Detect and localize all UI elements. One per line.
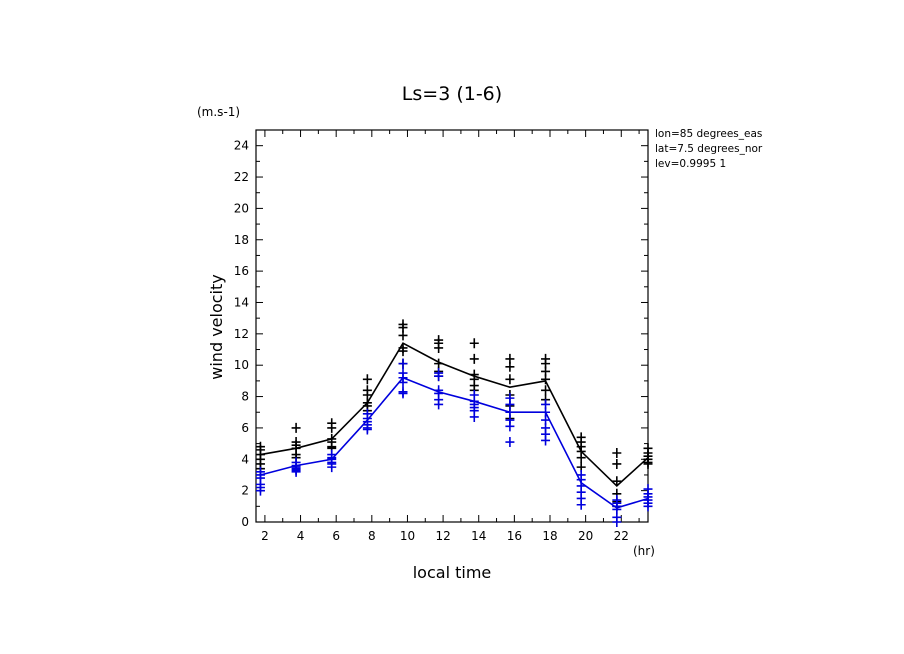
chart-title: Ls=3 (1-6) xyxy=(402,83,502,105)
y-axis-label: wind velocity xyxy=(207,274,226,379)
data-point xyxy=(643,501,653,512)
x-tick-label: 6 xyxy=(332,529,340,543)
y-tick-label: 14 xyxy=(234,295,249,309)
x-tick-label: 16 xyxy=(507,529,522,543)
data-point xyxy=(327,422,337,433)
data-point xyxy=(434,371,444,382)
y-tick-label: 24 xyxy=(234,139,249,153)
series-lines xyxy=(260,342,649,509)
data-point xyxy=(398,358,408,369)
data-point xyxy=(255,485,265,496)
data-point xyxy=(327,462,337,473)
y-tick-label: 20 xyxy=(234,201,249,215)
data-point xyxy=(576,499,586,510)
y-tick-label: 16 xyxy=(234,264,249,278)
y-tick-label: 12 xyxy=(234,327,249,341)
x-tick-label: 10 xyxy=(400,529,415,543)
x-tick-label: 14 xyxy=(471,529,486,543)
data-point xyxy=(505,437,515,448)
data-point xyxy=(398,346,408,357)
y-tick-label: 6 xyxy=(241,421,249,435)
data-point xyxy=(612,517,622,527)
annotation-lat: lat=7.5 degrees_nor xyxy=(655,143,763,155)
axis-ticks xyxy=(256,129,648,523)
series-line-2 xyxy=(260,376,649,509)
data-point xyxy=(541,385,551,396)
data-point xyxy=(434,342,444,353)
data-point xyxy=(643,458,653,469)
x-tick-label: 2 xyxy=(261,529,269,543)
x-tick-label: 20 xyxy=(578,529,593,543)
data-points xyxy=(255,319,653,527)
data-point xyxy=(505,361,515,372)
data-point xyxy=(362,374,372,385)
data-point xyxy=(398,388,408,399)
y-tick-label: 8 xyxy=(241,390,249,404)
x-tick-label: 22 xyxy=(614,529,629,543)
data-point xyxy=(291,422,301,433)
series-line-1 xyxy=(260,342,649,487)
data-point xyxy=(612,476,622,487)
data-point xyxy=(576,452,586,463)
y-unit-label: (m.s-1) xyxy=(197,105,240,119)
data-point xyxy=(612,458,622,469)
y-tick-label: 0 xyxy=(241,515,249,529)
plot-frame xyxy=(255,129,649,523)
y-tick-label: 22 xyxy=(234,170,249,184)
data-point xyxy=(541,435,551,446)
data-point xyxy=(362,424,372,435)
data-point xyxy=(291,466,301,477)
data-point xyxy=(505,421,515,432)
x-unit-label: (hr) xyxy=(633,544,655,558)
annotation-lon: lon=85 degrees_eas xyxy=(655,128,762,140)
annotation-lev: lev=0.9995 1 xyxy=(655,158,726,170)
y-tick-label: 4 xyxy=(241,452,249,466)
data-point xyxy=(469,411,479,422)
y-tick-label: 10 xyxy=(234,358,249,372)
x-tick-label: 18 xyxy=(542,529,557,543)
data-point xyxy=(398,377,408,388)
x-axis-label: local time xyxy=(413,563,492,582)
y-tick-label: 18 xyxy=(234,233,249,247)
data-point xyxy=(612,448,622,459)
data-point xyxy=(505,374,515,385)
x-tick-label: 12 xyxy=(435,529,450,543)
data-point xyxy=(541,374,551,385)
data-point xyxy=(469,353,479,364)
x-tick-label: 4 xyxy=(297,529,305,543)
x-tick-label: 8 xyxy=(368,529,376,543)
y-tick-label: 2 xyxy=(241,484,249,498)
data-point xyxy=(434,399,444,410)
data-point xyxy=(398,330,408,341)
data-point xyxy=(469,338,479,349)
